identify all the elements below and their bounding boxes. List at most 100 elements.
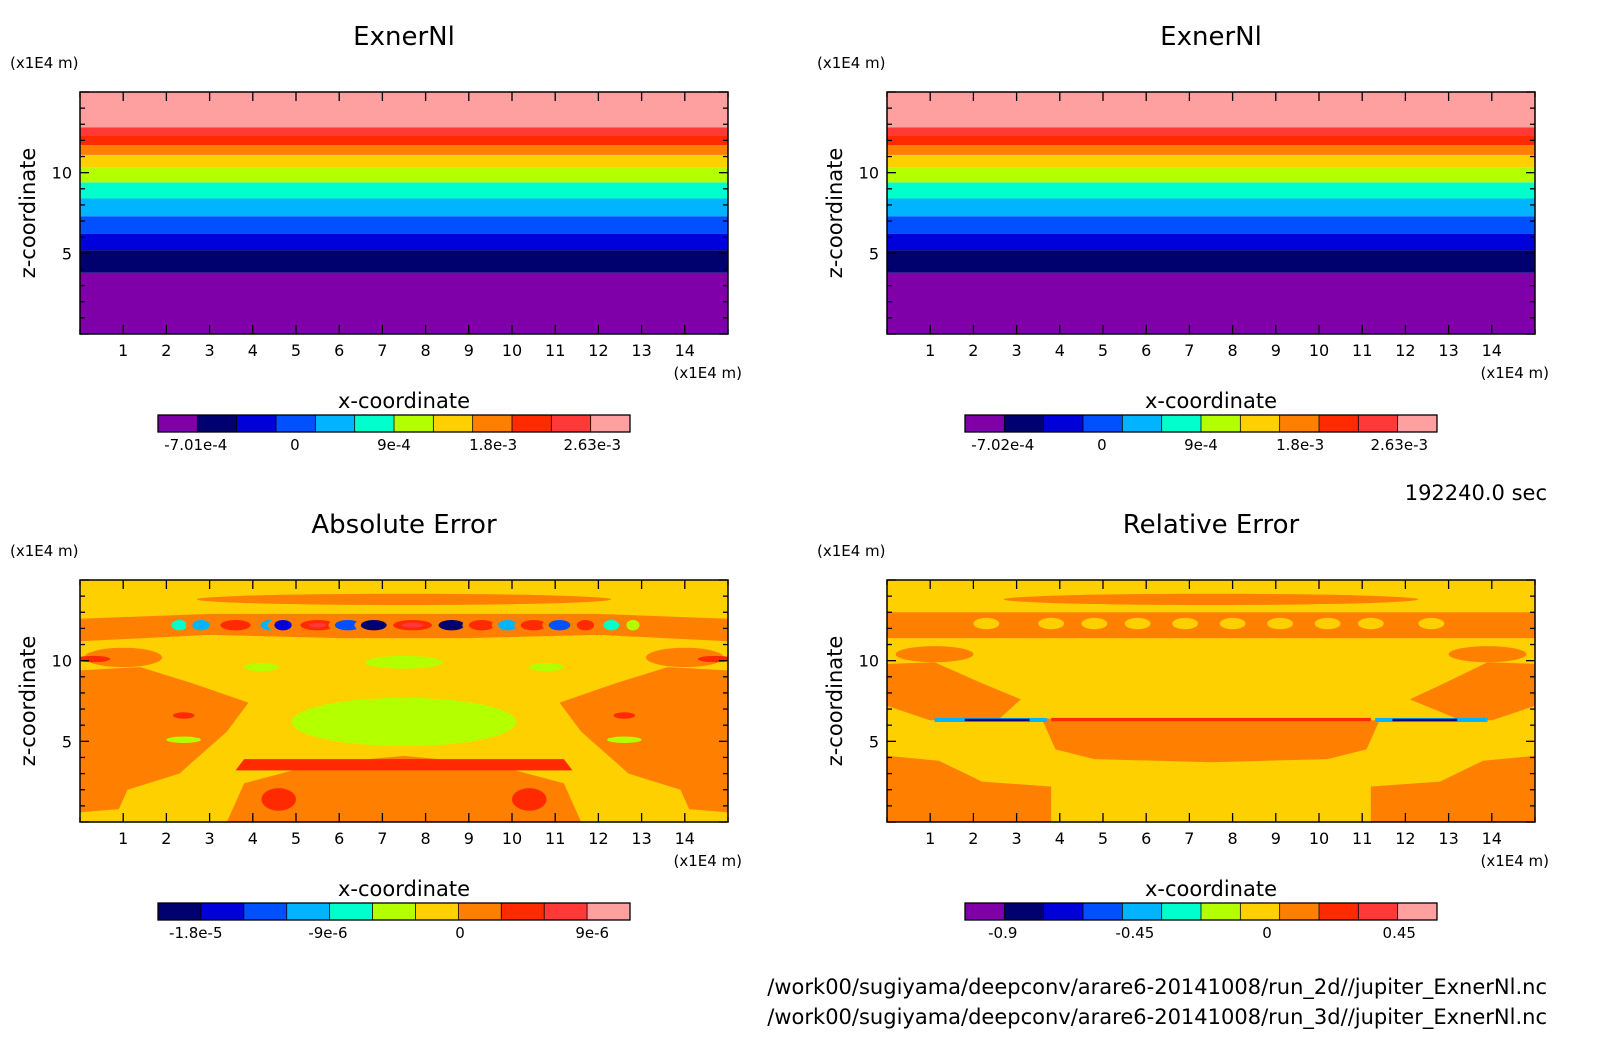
colorbar-swatch — [372, 903, 416, 920]
x-tick-label: 13 — [1438, 341, 1458, 360]
colorbar-label: -1.8e-5 — [169, 924, 222, 942]
contour-region — [308, 622, 327, 628]
y-tick-label: 5 — [62, 244, 72, 263]
chart-title: ExnerNl — [1160, 22, 1262, 52]
contour-region — [171, 620, 188, 631]
colorbar-frame — [964, 902, 1438, 921]
y-tick-label: 10 — [52, 652, 72, 671]
chart-title: Absolute Error — [311, 510, 497, 540]
colorbar-label: 2.63e-3 — [563, 436, 621, 454]
file-path-2: /work00/sugiyama/deepconv/arare6-2014100… — [767, 1005, 1547, 1030]
colorbar-swatch — [158, 903, 202, 920]
x-axis-label: x-coordinate — [1145, 877, 1277, 901]
contour-region — [1448, 646, 1527, 663]
x-tick-label: 5 — [291, 341, 301, 360]
colorbar-swatch — [1319, 903, 1359, 920]
contour-band — [80, 145, 728, 155]
contour-region — [84, 647, 163, 668]
x-tick-label: 9 — [464, 829, 474, 848]
x-axis-label: x-coordinate — [338, 389, 470, 413]
x-tick-label: 10 — [502, 829, 522, 848]
colorbar-swatch — [1161, 903, 1202, 920]
x-tick-label: 1 — [925, 829, 935, 848]
contour-region — [1003, 593, 1419, 606]
colorbar-label: 2.63e-3 — [1370, 436, 1428, 454]
contour-band — [80, 182, 728, 199]
y-tick-label: 10 — [52, 164, 72, 183]
contour-region — [613, 712, 636, 719]
y-axis-label: z-coordinate — [823, 148, 847, 279]
contour-region — [401, 622, 424, 628]
colorbar-swatch — [197, 415, 238, 432]
contour-region — [626, 620, 640, 631]
colorbar-label: 0 — [1262, 924, 1272, 942]
contour-region — [1267, 617, 1294, 630]
y-axis-label: z-coordinate — [16, 148, 40, 279]
y-tick-label: 5 — [62, 732, 72, 751]
colorbar-label: 9e-4 — [1184, 436, 1218, 454]
x-tick-label: 3 — [1012, 829, 1022, 848]
colorbar-frame — [964, 414, 1438, 433]
contour-region — [1172, 617, 1199, 630]
x-tick-label: 8 — [421, 341, 431, 360]
colorbar-swatch — [1122, 415, 1163, 432]
x-tick-label: 10 — [502, 341, 522, 360]
colorbar-swatch — [200, 903, 245, 920]
contour-region — [520, 620, 547, 631]
x-tick-label: 2 — [161, 829, 171, 848]
x-tick-label: 12 — [588, 829, 608, 848]
y-axis-label: z-coordinate — [823, 636, 847, 767]
x-tick-label: 10 — [1309, 829, 1329, 848]
colorbar-frame — [157, 414, 631, 433]
x-tick-label: 12 — [1395, 829, 1415, 848]
y-unit-label: (x1E4 m) — [817, 54, 886, 72]
x-tick-label: 7 — [1184, 829, 1194, 848]
x-tick-label: 8 — [1228, 341, 1238, 360]
x-axis-label: x-coordinate — [1145, 389, 1277, 413]
contour-region — [1042, 720, 1380, 763]
contour-band — [80, 233, 728, 251]
colorbar-swatch — [1201, 903, 1241, 920]
x-tick-label: 11 — [545, 829, 565, 848]
file-path-1: /work00/sugiyama/deepconv/arare6-2014100… — [767, 975, 1547, 1000]
contour-region — [196, 593, 612, 606]
x-tick-label: 1 — [118, 829, 128, 848]
contour-region — [607, 736, 642, 743]
x-axis-label: x-coordinate — [338, 877, 470, 901]
x-tick-label: 6 — [1141, 829, 1151, 848]
contour-band — [80, 167, 728, 183]
contour-region — [689, 776, 728, 787]
contour-region — [887, 662, 1535, 721]
x-tick-label: 5 — [1098, 829, 1108, 848]
colorbar-swatch — [394, 415, 434, 432]
contour-band — [80, 250, 728, 273]
contour-region — [973, 617, 1000, 630]
x-tick-label: 12 — [1395, 341, 1415, 360]
contour-band — [887, 182, 1535, 199]
contour-band — [887, 154, 1535, 168]
contour-region — [548, 620, 571, 631]
colorbar-swatch — [243, 903, 288, 920]
colorbar-swatch — [1161, 415, 1202, 432]
contour-region — [1370, 755, 1535, 822]
x-tick-label: 7 — [1184, 341, 1194, 360]
x-tick-label: 9 — [1271, 341, 1281, 360]
colorbar-swatch — [1240, 903, 1281, 920]
contour-band — [887, 233, 1535, 251]
x-tick-label: 2 — [968, 341, 978, 360]
time-label: 192240.0 sec — [1405, 481, 1547, 505]
contour-region — [645, 647, 724, 668]
x-tick-label: 5 — [291, 829, 301, 848]
contour-band — [887, 198, 1535, 217]
x-tick-label: 12 — [588, 341, 608, 360]
x-tick-label: 5 — [1098, 341, 1108, 360]
colorbar-swatch — [544, 903, 588, 920]
contour-region — [512, 788, 547, 811]
colorbar-swatch — [587, 903, 631, 920]
colorbar-frame — [157, 902, 631, 921]
colorbar-label: -7.01e-4 — [164, 436, 227, 454]
x-unit-label: (x1E4 m) — [673, 852, 742, 870]
colorbar-label: 1.8e-3 — [1276, 436, 1324, 454]
x-tick-label: 8 — [421, 829, 431, 848]
